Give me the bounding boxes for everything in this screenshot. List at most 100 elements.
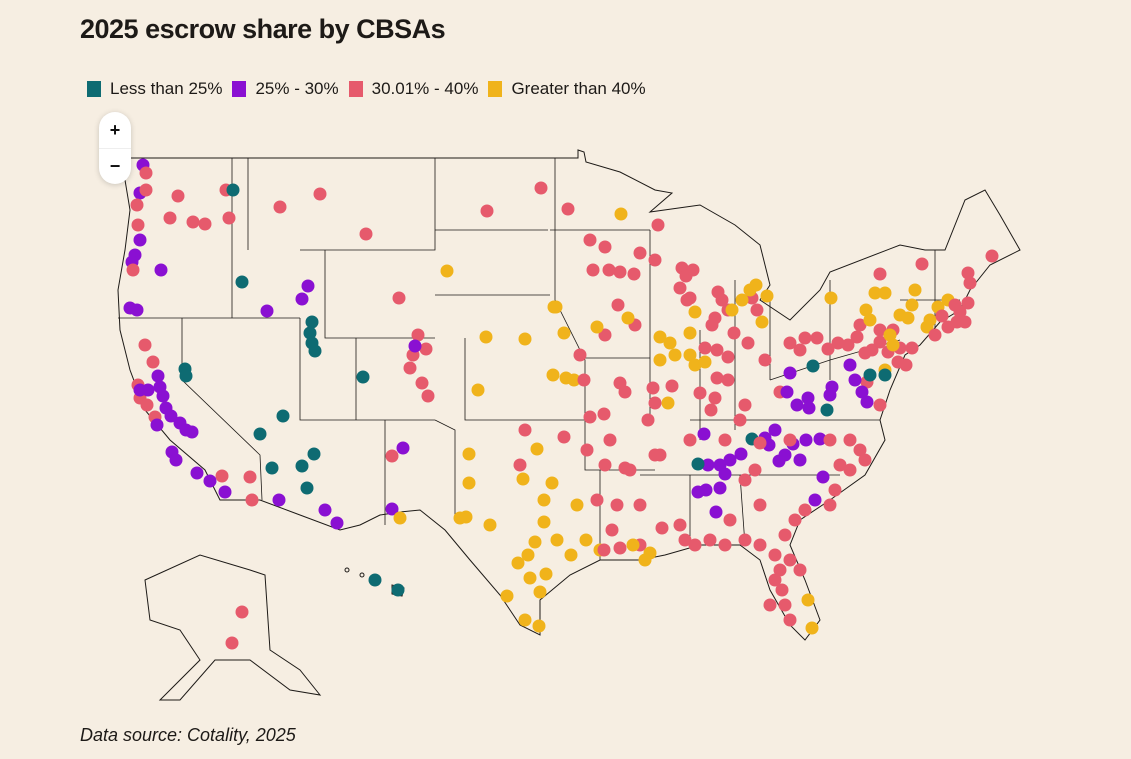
marker-30-40[interactable] (245, 493, 259, 507)
marker-30-40[interactable] (140, 398, 154, 412)
marker-30-40[interactable] (633, 498, 647, 512)
marker-30-40[interactable] (833, 458, 847, 472)
marker-30-40[interactable] (138, 338, 152, 352)
marker-25-30[interactable] (825, 380, 839, 394)
marker-greater-than-40[interactable] (453, 511, 467, 525)
marker-25-30[interactable] (151, 369, 165, 383)
marker-less-than-25[interactable] (391, 583, 405, 597)
marker-greater-than-40[interactable] (440, 264, 454, 278)
marker-less-than-25[interactable] (356, 370, 370, 384)
marker-30-40[interactable] (130, 198, 144, 212)
marker-30-40[interactable] (793, 563, 807, 577)
marker-30-40[interactable] (704, 403, 718, 417)
marker-less-than-25[interactable] (295, 459, 309, 473)
marker-30-40[interactable] (738, 533, 752, 547)
marker-30-40[interactable] (235, 605, 249, 619)
marker-30-40[interactable] (948, 298, 962, 312)
marker-25-30[interactable] (718, 467, 732, 481)
marker-30-40[interactable] (763, 598, 777, 612)
marker-greater-than-40[interactable] (698, 355, 712, 369)
marker-greater-than-40[interactable] (528, 535, 542, 549)
marker-30-40[interactable] (131, 218, 145, 232)
marker-30-40[interactable] (598, 240, 612, 254)
marker-30-40[interactable] (773, 563, 787, 577)
marker-greater-than-40[interactable] (590, 320, 604, 334)
marker-30-40[interactable] (823, 433, 837, 447)
marker-greater-than-40[interactable] (549, 300, 563, 314)
marker-30-40[interactable] (768, 573, 782, 587)
marker-30-40[interactable] (602, 263, 616, 277)
marker-25-30[interactable] (802, 401, 816, 415)
marker-less-than-25[interactable] (368, 573, 382, 587)
marker-greater-than-40[interactable] (532, 619, 546, 633)
marker-greater-than-40[interactable] (653, 353, 667, 367)
marker-30-40[interactable] (411, 328, 425, 342)
marker-30-40[interactable] (823, 498, 837, 512)
marker-30-40[interactable] (415, 376, 429, 390)
marker-30-40[interactable] (603, 433, 617, 447)
marker-30-40[interactable] (821, 342, 835, 356)
marker-less-than-25[interactable] (878, 368, 892, 382)
marker-greater-than-40[interactable] (550, 533, 564, 547)
marker-30-40[interactable] (853, 443, 867, 457)
zoom-in-button[interactable]: + (99, 112, 131, 148)
marker-30-40[interactable] (573, 348, 587, 362)
marker-30-40[interactable] (738, 398, 752, 412)
marker-greater-than-40[interactable] (801, 593, 815, 607)
marker-25-30[interactable] (318, 503, 332, 517)
marker-30-40[interactable] (598, 328, 612, 342)
marker-30-40[interactable] (403, 361, 417, 375)
marker-greater-than-40[interactable] (824, 291, 838, 305)
marker-greater-than-40[interactable] (393, 511, 407, 525)
marker-30-40[interactable] (613, 265, 627, 279)
marker-30-40[interactable] (613, 541, 627, 555)
marker-greater-than-40[interactable] (668, 348, 682, 362)
marker-25-30[interactable] (164, 409, 178, 423)
marker-greater-than-40[interactable] (735, 293, 749, 307)
marker-greater-than-40[interactable] (863, 313, 877, 327)
marker-30-40[interactable] (586, 263, 600, 277)
marker-less-than-25[interactable] (226, 183, 240, 197)
marker-30-40[interactable] (641, 413, 655, 427)
marker-greater-than-40[interactable] (579, 533, 593, 547)
marker-30-40[interactable] (583, 233, 597, 247)
marker-30-40[interactable] (788, 513, 802, 527)
marker-30-40[interactable] (775, 583, 789, 597)
marker-30-40[interactable] (359, 227, 373, 241)
marker-30-40[interactable] (783, 613, 797, 627)
marker-25-30[interactable] (772, 454, 786, 468)
marker-greater-than-40[interactable] (905, 298, 919, 312)
marker-30-40[interactable] (651, 218, 665, 232)
marker-30-40[interactable] (768, 548, 782, 562)
marker-25-30[interactable] (133, 383, 147, 397)
marker-greater-than-40[interactable] (521, 548, 535, 562)
marker-30-40[interactable] (633, 246, 647, 260)
marker-25-30[interactable] (860, 395, 874, 409)
marker-30-40[interactable] (480, 204, 494, 218)
marker-less-than-25[interactable] (303, 326, 317, 340)
marker-greater-than-40[interactable] (663, 336, 677, 350)
marker-30-40[interactable] (753, 436, 767, 450)
marker-30-40[interactable] (693, 386, 707, 400)
marker-25-30[interactable] (816, 470, 830, 484)
marker-30-40[interactable] (163, 211, 177, 225)
marker-30-40[interactable] (778, 598, 792, 612)
marker-less-than-25[interactable] (300, 481, 314, 495)
marker-greater-than-40[interactable] (725, 303, 739, 317)
marker-30-40[interactable] (678, 533, 692, 547)
marker-25-30[interactable] (855, 385, 869, 399)
marker-less-than-25[interactable] (863, 368, 877, 382)
marker-25-30[interactable] (768, 423, 782, 437)
marker-greater-than-40[interactable] (868, 286, 882, 300)
marker-30-40[interactable] (758, 353, 772, 367)
marker-30-40[interactable] (715, 293, 729, 307)
marker-greater-than-40[interactable] (533, 585, 547, 599)
marker-30-40[interactable] (753, 498, 767, 512)
marker-25-30[interactable] (808, 493, 822, 507)
marker-30-40[interactable] (705, 318, 719, 332)
marker-30-40[interactable] (557, 430, 571, 444)
marker-greater-than-40[interactable] (537, 493, 551, 507)
marker-25-30[interactable] (848, 373, 862, 387)
marker-30-40[interactable] (610, 498, 624, 512)
marker-greater-than-40[interactable] (483, 518, 497, 532)
